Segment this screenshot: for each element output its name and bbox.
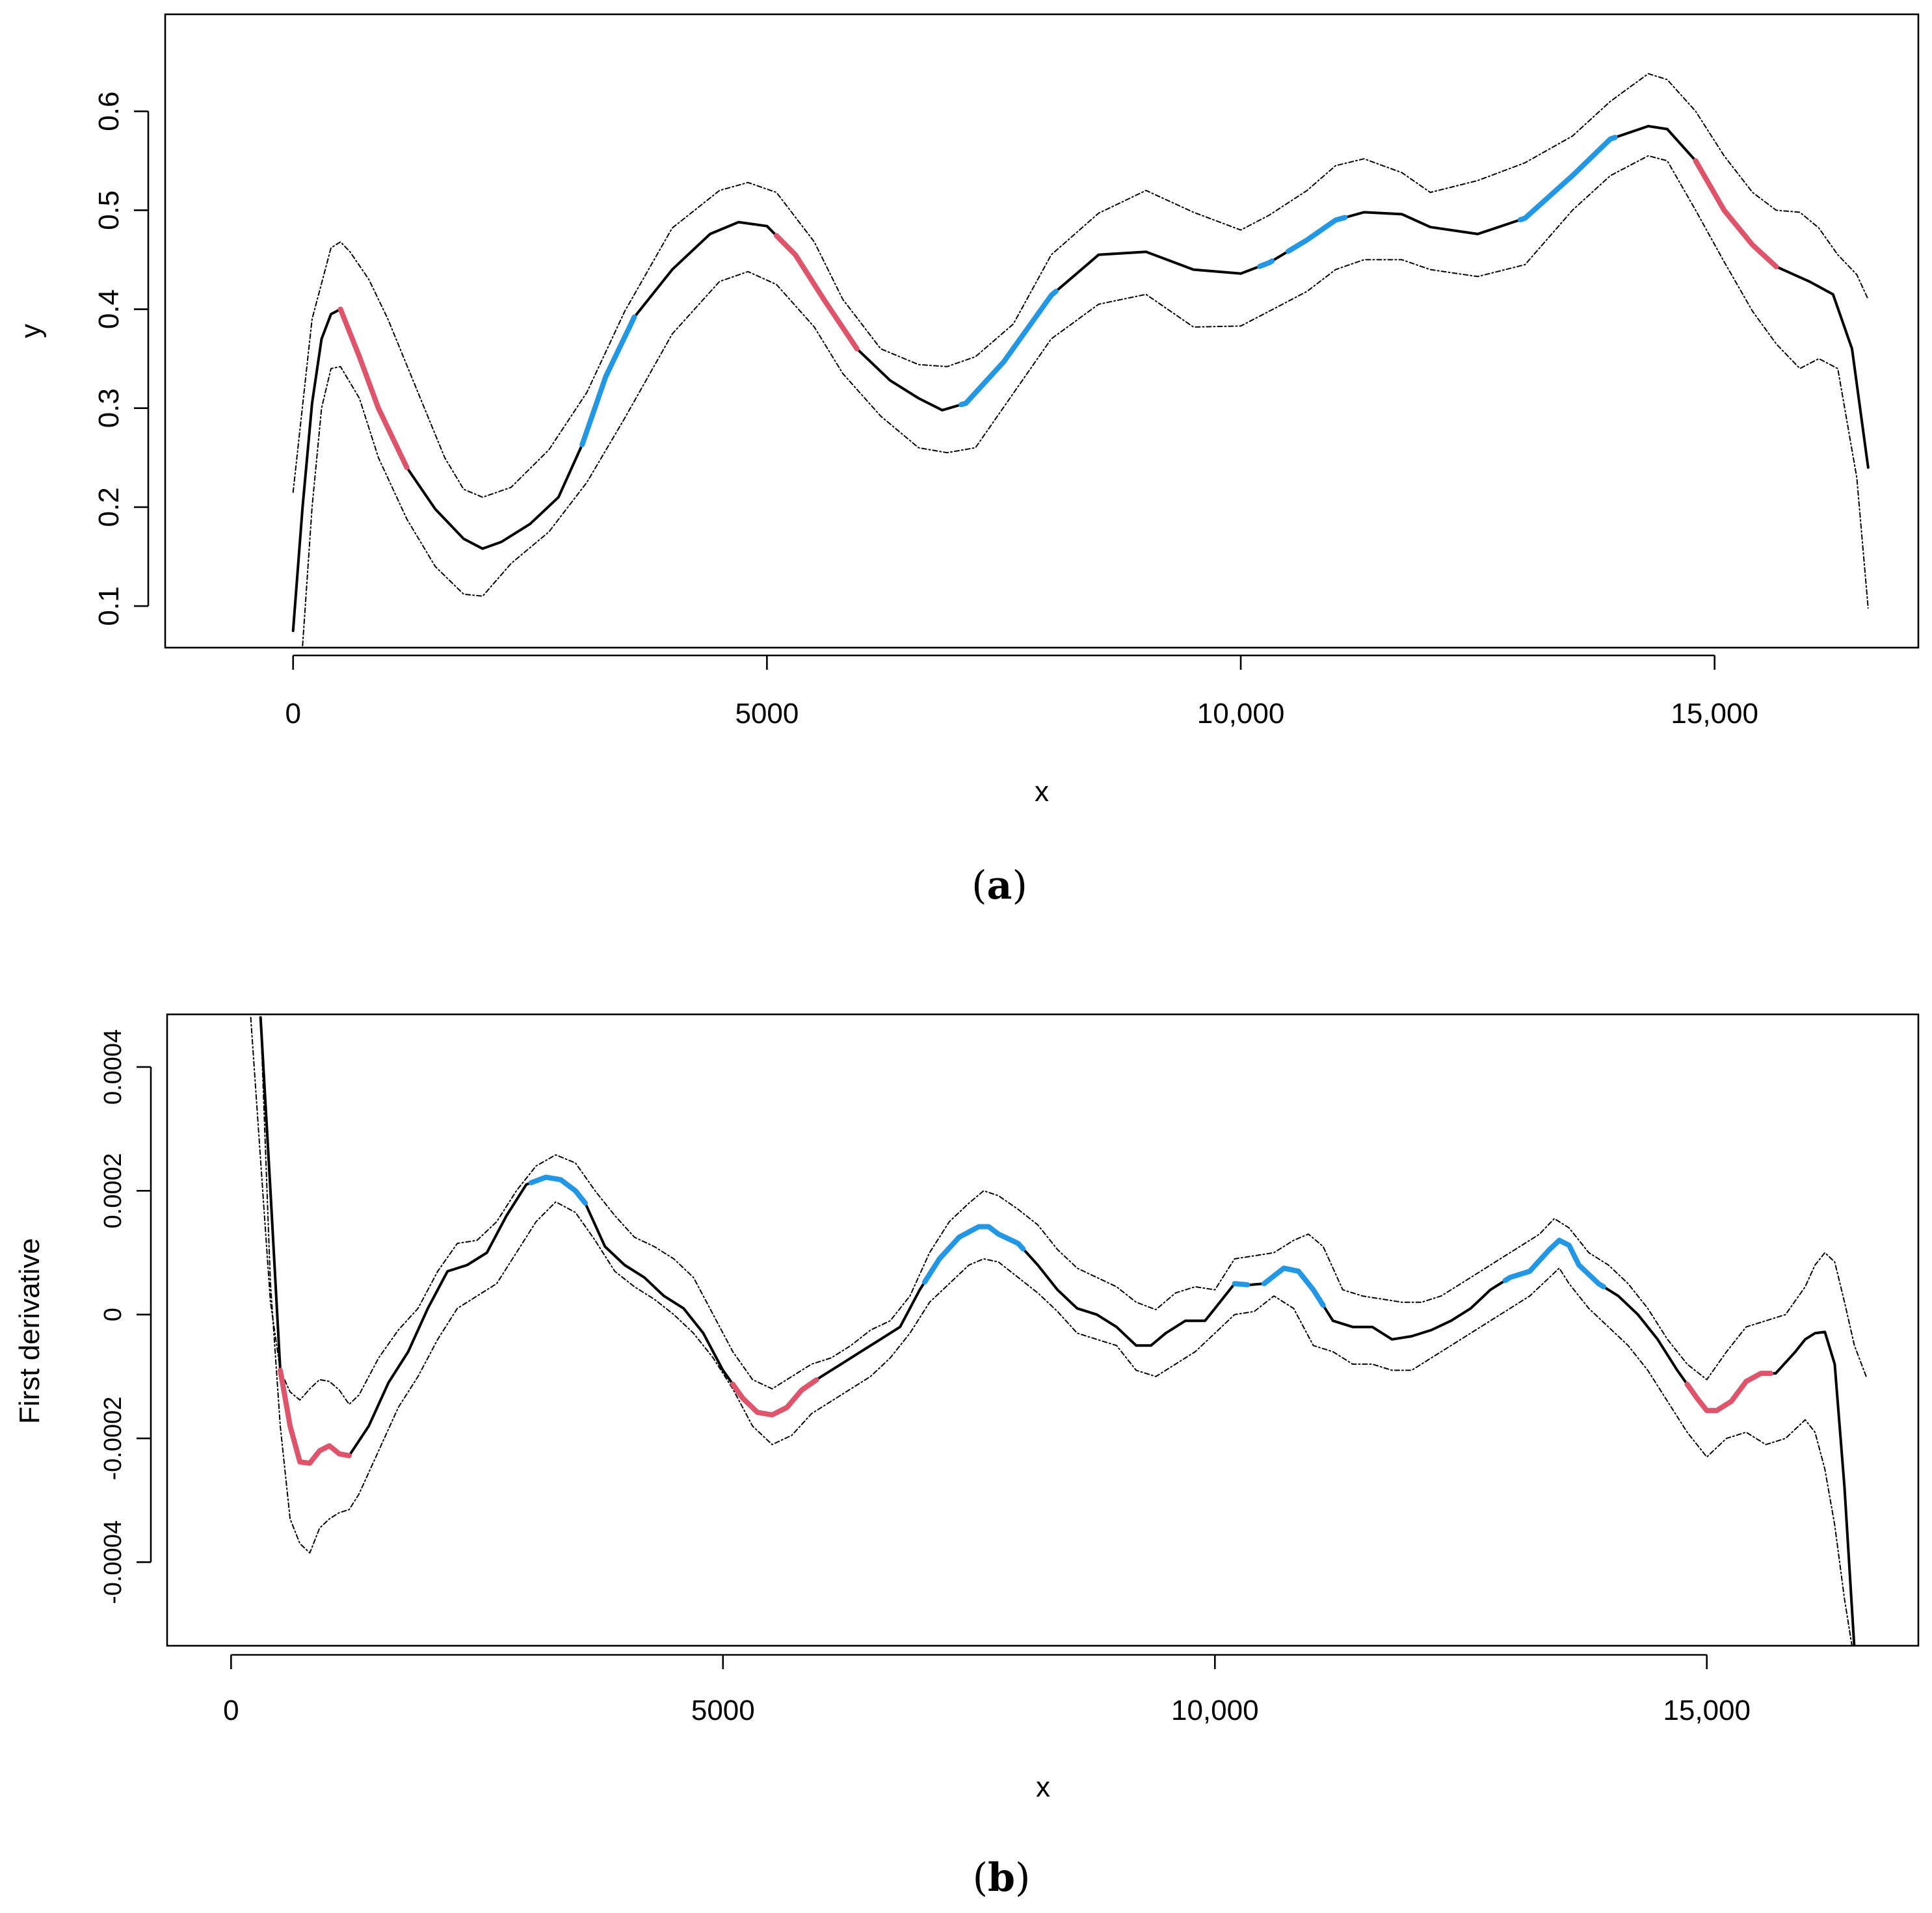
x-tick-label: 15,000 <box>1671 698 1758 730</box>
x-tick-label: 15,000 <box>1663 1695 1751 1726</box>
x-tick-label: 10,000 <box>1197 698 1285 730</box>
x-tick-label: 10,000 <box>1171 1695 1259 1726</box>
panel-a-x-axis: 0 5000 10,000 15,000 <box>285 654 1758 730</box>
panel-b-x-axis-title: x <box>1036 1771 1050 1803</box>
y-tick-label: 0.1 <box>93 586 125 626</box>
panel-b-plot-frame <box>166 1013 1920 1647</box>
panel-b-y-axis-title: First derivative <box>14 1238 46 1424</box>
segment-decreasing <box>278 1367 352 1466</box>
segment-increasing <box>921 1224 1026 1285</box>
y-tick-label: 0.5 <box>93 191 125 230</box>
segment-decreasing <box>730 1377 819 1418</box>
segment-decreasing <box>1684 1371 1774 1414</box>
series-fit <box>259 1016 1856 1646</box>
y-tick-label: 0.3 <box>93 388 125 428</box>
segment-decreasing <box>1693 158 1779 270</box>
x-tick-label: 0 <box>285 698 300 730</box>
panel-a-plot-area <box>291 73 1870 646</box>
panel-a-y-axis: 0.1 0.2 0.3 0.4 0.5 0.6 <box>93 92 150 626</box>
segment-decreasing <box>337 306 410 470</box>
x-tick-label: 5000 <box>691 1695 755 1726</box>
panel-a-chart: 0 5000 10,000 15,000 0.1 0.2 0.3 0.4 0.5 0.6 x y… <box>15 13 1920 908</box>
panel-b-chart: 0 5000 10,000 15,000 -0.0004 -0.0002 0 0.0002 0… <box>14 1013 1920 1901</box>
panel-a-label: (a) <box>972 863 1027 908</box>
panel-b-y-axis: -0.0004 -0.0002 0 0.0002 0.0004 <box>99 1029 152 1604</box>
segment-increasing <box>1502 1237 1606 1289</box>
series-lower-band <box>302 155 1869 646</box>
segment-increasing <box>528 1174 588 1206</box>
series-upper-band <box>292 73 1869 498</box>
y-tick-label: -0.0002 <box>99 1397 127 1481</box>
y-tick-label: -0.0004 <box>99 1520 127 1604</box>
segment-increasing <box>1285 215 1348 254</box>
series-lower-band <box>259 1016 1853 1646</box>
panel-a-x-axis-title: x <box>1035 776 1049 808</box>
y-tick-label: 0.0002 <box>99 1153 127 1228</box>
series-upper-band <box>250 1016 1867 1405</box>
segment-increasing <box>1257 258 1275 269</box>
segment-increasing <box>1517 135 1618 222</box>
y-tick-label: 0.2 <box>93 487 125 527</box>
segment-increasing <box>1232 1281 1251 1287</box>
panel-a-y-axis-title: y <box>15 324 47 338</box>
panel-a-plot-frame <box>164 13 1920 649</box>
y-tick-label: 0.6 <box>93 92 125 131</box>
y-tick-label: 0 <box>99 1308 127 1321</box>
panel-b-x-axis: 0 5000 10,000 15,000 <box>223 1654 1751 1726</box>
segment-increasing <box>579 314 637 447</box>
x-tick-label: 0 <box>223 1695 239 1726</box>
y-tick-label: 0.0004 <box>99 1029 127 1105</box>
x-tick-label: 5000 <box>735 698 799 730</box>
panel-b-plot-area <box>250 1016 1867 1646</box>
segment-increasing <box>959 289 1059 408</box>
segment-decreasing <box>774 233 860 352</box>
segment-increasing <box>1261 1265 1326 1308</box>
panel-b-label: (b) <box>973 1855 1031 1901</box>
series-fit <box>291 125 1870 633</box>
y-tick-label: 0.4 <box>93 289 125 329</box>
